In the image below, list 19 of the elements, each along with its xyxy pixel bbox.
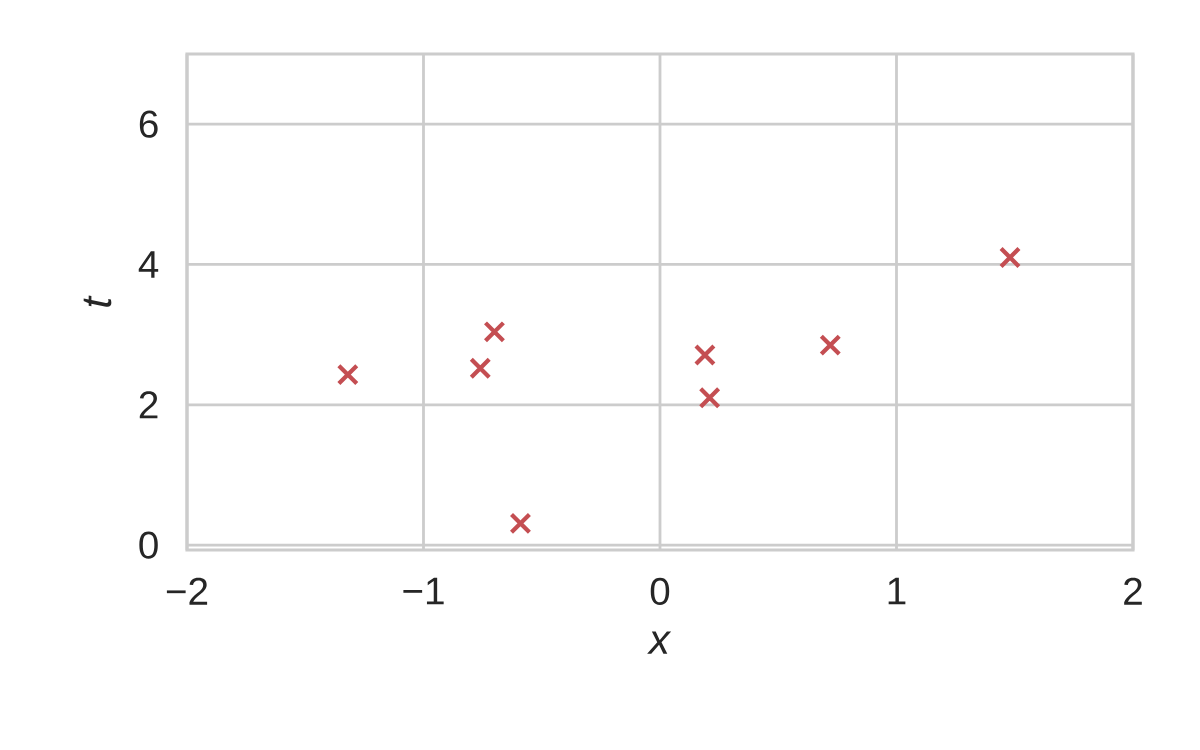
x-tick-label: 2 — [1124, 577, 1142, 605]
point — [483, 320, 506, 343]
y-tick-label: 0 — [139, 531, 158, 559]
y-tick-label: 2 — [139, 391, 158, 419]
y-tick-label: 6 — [139, 110, 158, 138]
point — [693, 343, 716, 367]
x-tick-label: 1 — [888, 577, 906, 605]
x-tick-label: −2 — [166, 577, 208, 605]
point — [469, 357, 492, 380]
x-axis-title: x — [647, 631, 672, 654]
point — [509, 512, 532, 535]
point — [819, 334, 842, 357]
y-tick-label: 4 — [138, 251, 159, 278]
y-axis-title: t — [83, 295, 112, 307]
point — [698, 386, 721, 409]
point — [998, 246, 1022, 269]
point — [336, 363, 359, 386]
x-tick-label: −1 — [403, 577, 444, 605]
x-tick-label: 0 — [650, 577, 670, 606]
